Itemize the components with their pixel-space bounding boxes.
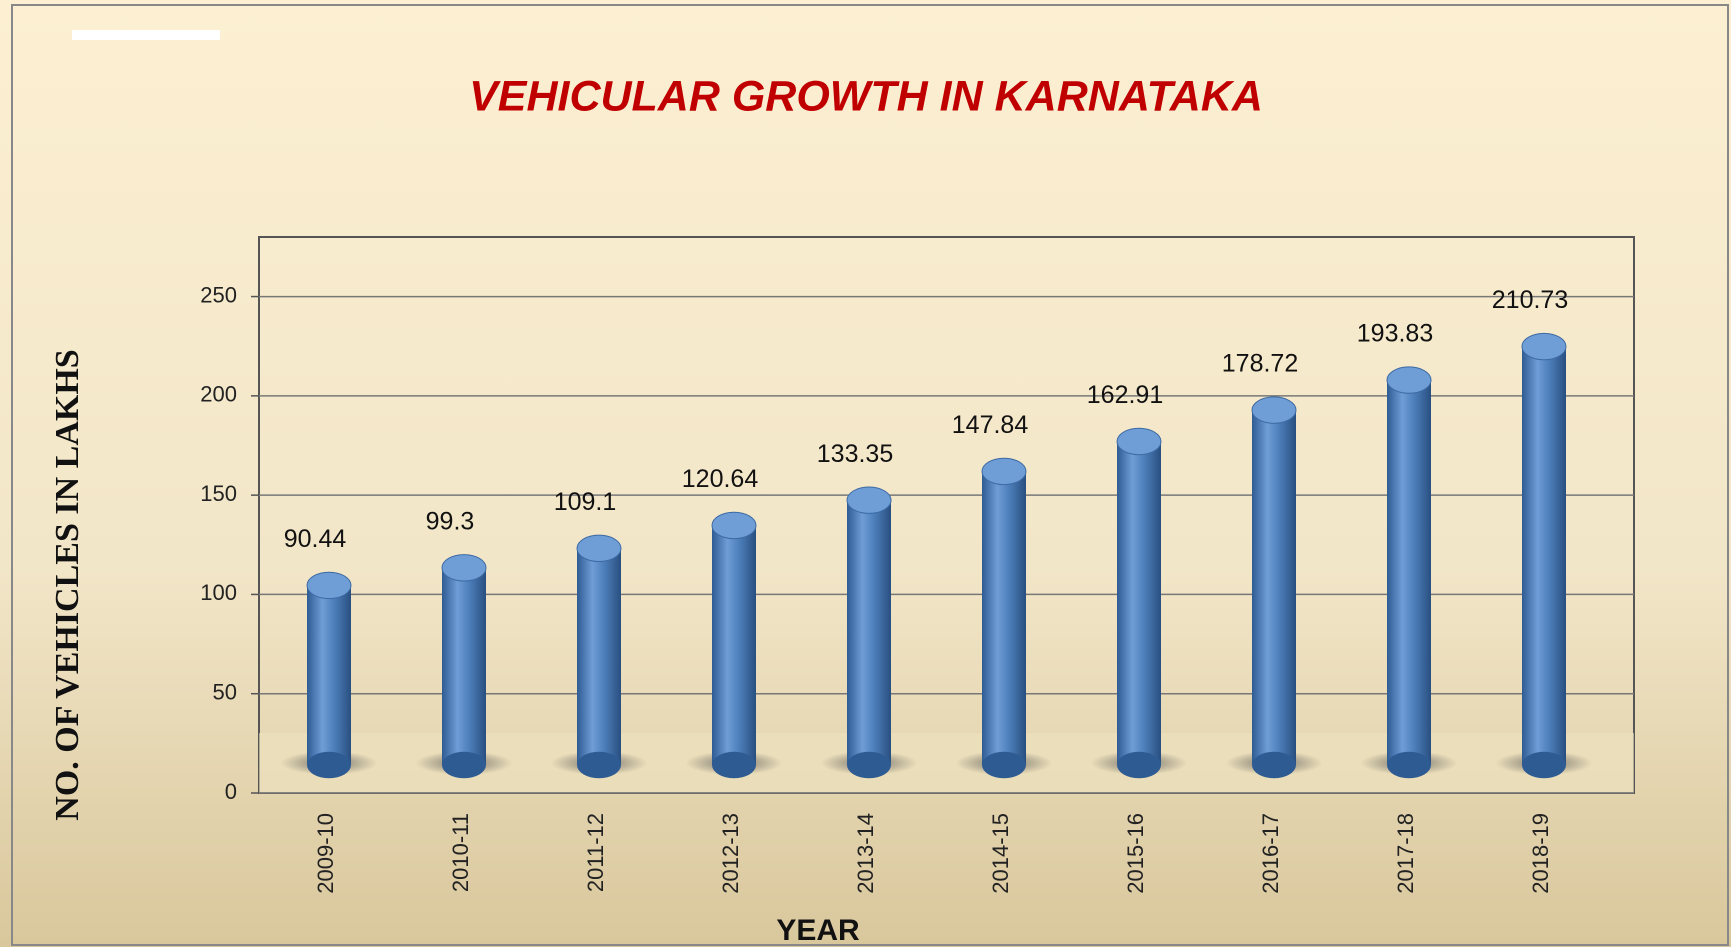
x-tick-label: 2009-10 — [313, 813, 338, 894]
x-tick-label: 2018-19 — [1528, 813, 1553, 894]
value-label: 133.35 — [817, 440, 893, 468]
x-tick-label: 2016-17 — [1258, 813, 1283, 894]
bar-base — [712, 751, 756, 779]
y-tick-label: 0 — [225, 779, 237, 804]
bar-base — [847, 751, 891, 779]
bar-top — [306, 571, 352, 600]
y-tick-label: 50 — [213, 680, 237, 705]
bar-base — [1387, 751, 1431, 779]
x-tick-label: 2014-15 — [988, 813, 1013, 894]
x-tick-label: 2011-12 — [583, 813, 608, 892]
value-label: 147.84 — [952, 411, 1029, 439]
y-axis-label: NO. OF VEHICLES IN LAKHS — [49, 349, 86, 820]
value-label: 162.91 — [1087, 381, 1163, 409]
bar — [982, 471, 1026, 765]
bar-top — [981, 457, 1027, 486]
bar-top — [1386, 366, 1432, 394]
frame — [11, 4, 1729, 946]
y-tick-label: 250 — [200, 282, 237, 307]
bar — [1252, 410, 1296, 765]
bar-top — [1521, 332, 1567, 361]
y-tick-label: 150 — [200, 481, 237, 506]
bar — [1117, 441, 1161, 765]
bar — [847, 500, 891, 765]
bar — [1387, 380, 1431, 765]
value-label: 210.73 — [1492, 286, 1568, 314]
bar — [712, 525, 756, 765]
value-label: 99.3 — [426, 507, 475, 535]
bar — [1522, 346, 1566, 765]
bar — [577, 548, 621, 765]
bar-base — [1522, 751, 1566, 779]
bar — [442, 567, 486, 765]
bar-base — [1252, 751, 1296, 779]
bar-top — [711, 511, 757, 540]
value-label: 120.64 — [682, 465, 759, 493]
bar — [307, 585, 351, 765]
bar-top — [576, 534, 622, 563]
logo — [72, 30, 220, 40]
value-label: 193.83 — [1357, 320, 1433, 348]
bar-base — [1117, 751, 1161, 779]
bar-base — [577, 751, 621, 779]
bar-base — [982, 751, 1026, 779]
bar-top — [441, 554, 487, 582]
value-label: 109.1 — [554, 488, 617, 516]
value-label: 90.44 — [284, 525, 347, 553]
x-tick-label: 2010-11 — [448, 813, 473, 892]
bar-top — [1116, 427, 1162, 456]
value-label: 178.72 — [1222, 350, 1298, 378]
bar-top — [1251, 396, 1297, 424]
x-axis-label: YEAR — [776, 914, 860, 947]
chart-title: VEHICULAR GROWTH IN KARNATAKA — [469, 72, 1263, 120]
x-tick-label: 2015-16 — [1123, 813, 1148, 894]
y-tick-label: 200 — [200, 382, 237, 407]
bar-base — [442, 751, 486, 779]
x-tick-label: 2013-14 — [853, 813, 878, 894]
bar-base — [307, 751, 351, 779]
bar-top — [846, 486, 892, 514]
x-tick-label: 2017-18 — [1393, 813, 1418, 894]
y-tick-label: 100 — [200, 580, 237, 605]
x-tick-label: 2012-13 — [718, 813, 743, 894]
